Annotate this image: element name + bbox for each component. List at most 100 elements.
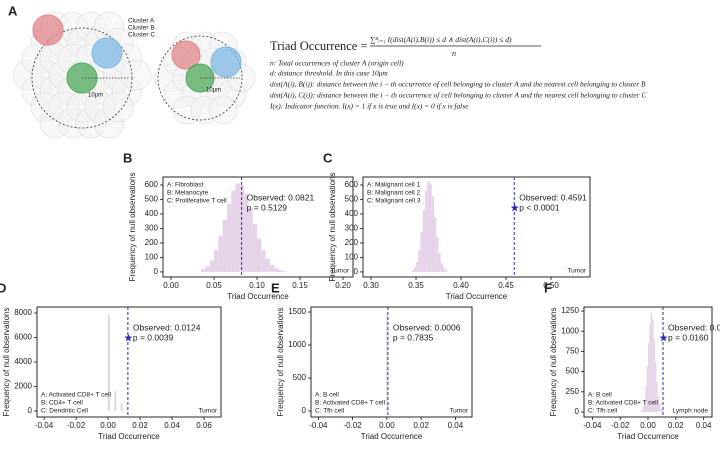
plot-frame xyxy=(162,176,354,278)
x-axis-label: Triad Occurrence xyxy=(617,432,679,441)
y-axis-label: Frequency of null observations xyxy=(328,173,337,282)
definition: d: distance threshold. In this case 10μm xyxy=(270,69,388,78)
histogram-bar xyxy=(114,391,117,411)
histogram-bar xyxy=(436,237,439,272)
y-tick-label: 8000 xyxy=(14,308,32,317)
histogram-bar xyxy=(660,408,662,412)
formula-numerator: ∑ⁿᵢ₌₁ I(dist(A(i),B(i)) ≤ d ∧ dist(A(i),… xyxy=(370,35,512,44)
y-tick-label: 1000 xyxy=(561,326,579,335)
annotation: A: Malignant cell 1 xyxy=(367,182,420,189)
observed-label: Observed: 0.0124 xyxy=(133,322,201,332)
significance-star xyxy=(510,203,519,212)
histogram-bar xyxy=(657,395,660,412)
histogram-bar xyxy=(642,407,644,412)
histogram-bar xyxy=(443,268,446,272)
x-tick-label: -0.02 xyxy=(344,421,363,430)
histogram-bar xyxy=(434,216,437,272)
x-tick-label: 0.02 xyxy=(132,421,148,430)
annotation: A: B cell xyxy=(588,392,612,399)
definition: dist(A(i), B(i)): distance between the i… xyxy=(270,80,646,89)
histogram-bar xyxy=(269,264,275,272)
cluster-label: Cluster A xyxy=(128,18,155,25)
histogram-bar xyxy=(416,261,419,272)
y-tick-label: 400 xyxy=(345,209,359,218)
x-tick-label: 0.20 xyxy=(335,281,351,290)
histogram-bar xyxy=(429,183,432,272)
histogram-bar xyxy=(431,196,435,272)
y-tick-label: 500 xyxy=(345,195,359,204)
p-label: p = 0.5129 xyxy=(247,202,288,212)
y-tick-label: 300 xyxy=(345,224,359,233)
histogram-bar xyxy=(445,270,448,272)
x-tick-label: 0.02 xyxy=(668,421,684,430)
x-tick-label: 0.10 xyxy=(249,281,265,290)
y-tick-label: 1500 xyxy=(288,307,306,316)
histogram-bar xyxy=(649,323,651,412)
p-label: p = 0.7835 xyxy=(393,332,434,342)
y-axis-label: Frequency of null observations xyxy=(128,173,137,282)
y-tick-label: 100 xyxy=(145,253,159,262)
histogram-bar xyxy=(659,403,661,412)
annotation: C: Tfh cell xyxy=(315,408,345,415)
radius-circle xyxy=(31,27,133,129)
histogram-bar xyxy=(652,319,654,412)
annotation: B: Activated CD8+ T cell xyxy=(588,400,659,407)
cluster-label: Cluster B xyxy=(128,25,155,32)
observed-label: Observed: 0.0006 xyxy=(393,322,461,332)
panel-letter: C xyxy=(323,150,333,165)
x-tick-label: 0.00 xyxy=(100,421,116,430)
histogram-bar xyxy=(418,250,421,272)
y-tick-label: 300 xyxy=(145,224,159,233)
annotation: B: Activated CD8+ T cell xyxy=(315,400,386,407)
plot-frame xyxy=(310,306,473,418)
y-tick-label: 0 xyxy=(154,267,159,276)
annotation: C: Proliferative T cell xyxy=(167,198,227,205)
histogram-bar xyxy=(411,270,414,272)
x-tick-label: -0.02 xyxy=(611,421,630,430)
y-tick-label: 4000 xyxy=(14,357,32,366)
y-tick-label: 600 xyxy=(145,180,159,189)
histogram-bar xyxy=(282,271,288,272)
radius-circle xyxy=(157,35,243,121)
histogram-bar xyxy=(646,366,648,412)
x-tick-label: -0.04 xyxy=(583,421,602,430)
scale-label: 10μm xyxy=(206,88,221,94)
histogram-bar xyxy=(663,411,665,412)
tissue-note: Tumor xyxy=(198,408,217,415)
p-label: p = 0.0160 xyxy=(668,332,709,342)
y-tick-label: 200 xyxy=(145,238,159,247)
x-tick-label: 0.06 xyxy=(196,421,212,430)
histogram-bar xyxy=(641,410,643,412)
x-axis-label: Triad Occurrence xyxy=(227,292,289,301)
histogram-bar xyxy=(650,312,653,412)
histogram-bar xyxy=(278,270,283,272)
histogram-bar xyxy=(425,190,428,272)
histogram-bar xyxy=(653,339,655,412)
histogram-bar xyxy=(248,208,253,272)
histogram-bar xyxy=(218,235,223,272)
annotation: C: Malignant cell 3 xyxy=(367,198,421,205)
y-axis-label: Frequency of null observations xyxy=(2,308,11,417)
histogram-bar xyxy=(386,313,388,411)
x-tick-label: 0.45 xyxy=(498,281,514,290)
histogram-bar xyxy=(257,238,262,272)
histogram-bar xyxy=(252,224,258,272)
background-cell xyxy=(208,95,238,125)
annotation: C: Tfh cell xyxy=(588,408,618,415)
histogram-bar xyxy=(244,193,249,272)
cluster-label: Cluster C xyxy=(128,32,155,39)
y-tick-label: 0 xyxy=(302,406,307,415)
x-tick-label: 0.00 xyxy=(640,421,656,430)
y-tick-label: 750 xyxy=(566,347,580,356)
x-tick-label: -0.04 xyxy=(35,421,54,430)
histogram-bar xyxy=(222,219,227,272)
y-axis-label: Frequency of null observations xyxy=(549,308,558,417)
cell xyxy=(210,46,242,78)
histogram-bar xyxy=(201,269,206,272)
y-tick-label: 200 xyxy=(345,238,359,247)
annotation: C: Dendritic Cell xyxy=(41,408,89,415)
y-tick-label: 0 xyxy=(354,267,359,276)
histogram-bar xyxy=(205,266,210,272)
y-tick-label: 600 xyxy=(345,180,359,189)
histogram-bar xyxy=(661,410,664,412)
